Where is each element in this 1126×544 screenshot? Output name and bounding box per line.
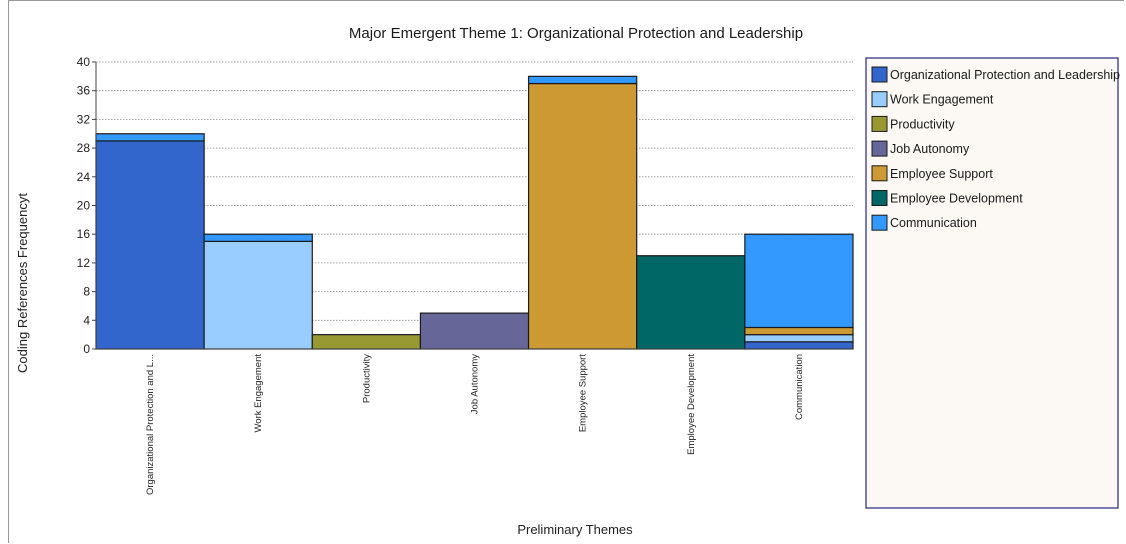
y-tick-label: 12 — [77, 256, 91, 270]
bar-segment — [203, 240, 313, 350]
legend-label: Productivity — [890, 117, 955, 131]
bar-segment — [203, 233, 313, 242]
bar-segment — [95, 140, 205, 350]
legend-label: Organizational Protection and Leadership — [890, 68, 1120, 82]
y-tick-label: 8 — [83, 285, 90, 299]
y-tick-label: 16 — [77, 227, 91, 241]
bar-segment — [527, 82, 638, 350]
y-tick-label: 20 — [77, 199, 91, 213]
x-tick-label: Work Engagement — [253, 354, 264, 433]
bar-segment — [744, 341, 854, 350]
y-tick-label: 32 — [77, 112, 91, 126]
bar-segment — [95, 133, 205, 142]
y-tick-label: 40 — [77, 55, 91, 69]
bar-segment — [744, 233, 854, 329]
bar-segment — [311, 334, 422, 350]
x-tick-label: Employee Development — [686, 354, 697, 455]
x-tick-label: Organizational Protection and L... — [145, 354, 156, 495]
y-tick-label: 24 — [77, 170, 91, 184]
legend-swatch — [871, 115, 888, 132]
bars — [95, 75, 854, 350]
legend-swatch — [871, 140, 888, 157]
legend-label: Work Engagement — [890, 93, 994, 107]
legend-swatch — [871, 190, 888, 206]
bar-segment — [419, 312, 530, 350]
legend-swatch — [871, 66, 888, 83]
bar-segment — [744, 334, 854, 343]
y-tick-label: 28 — [77, 141, 91, 155]
legend-label: Communication — [890, 216, 977, 230]
y-ticks: 0 4 8 12 16 20 24 28 32 36 40 — [77, 55, 96, 356]
x-tick-labels: Organizational Protection and L... Work E… — [145, 354, 805, 495]
x-axis-label: Preliminary Themes — [517, 522, 633, 537]
y-axis-label: Coding References Frequencyt — [15, 193, 30, 373]
x-tick-label: Employee Support — [578, 354, 589, 433]
legend-swatch — [871, 214, 888, 231]
legend-label: Employee Support — [890, 167, 993, 181]
legend-swatch — [871, 91, 888, 108]
y-tick-label: 36 — [77, 84, 91, 98]
legend: Organizational Protection and Leadership… — [865, 57, 1120, 509]
legend-swatch — [871, 165, 888, 182]
chart-frame — [8, 0, 1124, 543]
x-tick-label: Productivity — [361, 354, 372, 403]
bar-segment — [636, 255, 746, 350]
y-tick-label: 0 — [83, 342, 90, 356]
legend-box — [865, 57, 1119, 509]
x-tick-label: Communication — [794, 354, 805, 420]
legend-label: Employee Development — [890, 192, 1023, 206]
y-tick-label: 4 — [83, 313, 90, 327]
legend-label: Job Autonomy — [890, 142, 970, 156]
bar-segment — [744, 326, 854, 336]
bar-segment — [527, 75, 638, 85]
chart-title: Major Emergent Theme 1: Organizational P… — [349, 25, 803, 42]
x-tick-label: Job Autonomy — [470, 354, 481, 414]
